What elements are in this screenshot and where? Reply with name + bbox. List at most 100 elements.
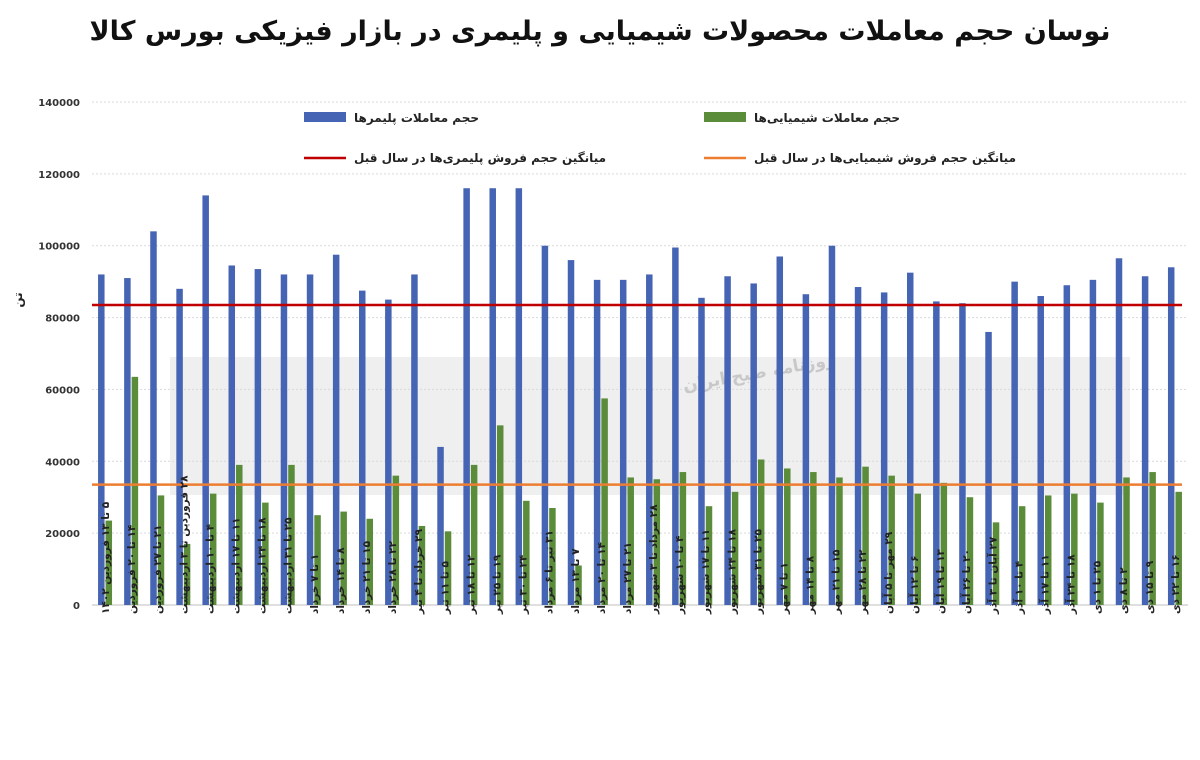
bar-polymers: [306, 274, 314, 605]
bar-chemicals: [1123, 477, 1130, 605]
bar-polymers: [854, 287, 862, 605]
bar-polymers: [802, 294, 810, 605]
y-tick-label: 20000: [45, 529, 80, 540]
bar-chemicals: [601, 398, 608, 605]
legend-ref-polymers: میانگین حجم فروش پلیمری‌ها در سال قبل: [304, 151, 606, 166]
bar-chemicals: [836, 477, 843, 605]
legend-ref-chemicals: میانگین حجم فروش شیمیایی‌ها در سال قبل: [704, 151, 1016, 166]
bar-polymers: [1089, 279, 1097, 605]
legend-label: میانگین حجم فروش شیمیایی‌ها در سال قبل: [754, 151, 1016, 166]
bar-polymers: [1011, 281, 1018, 605]
x-tick-label: ۱۳ تا ۱۹ آبان: [934, 548, 947, 614]
bar-polymers: [437, 446, 444, 605]
x-tick-label: ۸ تا ۱۴ مهر: [805, 555, 817, 615]
bar-chemicals: [966, 497, 974, 605]
bar-polymers: [176, 288, 183, 605]
bar-chemicals: [340, 511, 347, 605]
bar-polymers: [1115, 258, 1123, 605]
bar-chemicals: [236, 464, 243, 605]
bar-polymers: [750, 283, 757, 605]
bar-polymers: [776, 256, 784, 605]
bar-polymers: [385, 299, 392, 605]
x-tick-label: ۸ تا ۱۴ خرداد: [335, 547, 347, 614]
x-tick-label: ۲۵ تا ۱ دی: [1092, 560, 1104, 614]
bar-polymers: [698, 297, 705, 605]
legend-polymers: حجم معاملات پلیمرها: [304, 111, 479, 125]
y-tick-label: 0: [73, 601, 80, 612]
legend-swatch: [304, 112, 346, 122]
x-tick-label: ۲۰ تا ۲۶ آبان: [960, 549, 973, 614]
y-tick-label: 80000: [45, 314, 80, 325]
bar-polymers: [359, 290, 366, 605]
bar-chemicals: [392, 475, 400, 605]
x-tick-label: ۱۱ تا ۱۷ شهریور: [700, 529, 712, 615]
bar-chemicals: [183, 543, 191, 605]
bar-chemicals: [992, 522, 1000, 605]
x-tick-label: ۶ تا ۱۲ آبان: [908, 555, 921, 614]
x-tick-label: ۳۱ تیر تا ۶ مرداد: [544, 530, 556, 614]
bar-polymers: [254, 269, 262, 605]
bar-chemicals: [1097, 502, 1104, 605]
bar-polymers: [411, 274, 418, 605]
bar-chemicals: [862, 466, 869, 605]
x-tick-label: ۱۵ تا ۲۱ خرداد: [361, 540, 373, 614]
x-tick-label: ۲ تا ۸ دی: [1118, 567, 1130, 614]
bar-chemicals: [757, 459, 765, 605]
legend-label: میانگین حجم فروش پلیمری‌ها در سال قبل: [354, 151, 606, 166]
x-tick-label: ۴ تا ۱۰ شهریور: [674, 535, 686, 615]
x-tick-label: ۲۱ تا ۲۷ مرداد: [622, 542, 634, 614]
bar-chemicals: [549, 507, 556, 605]
x-tick-label: ۱۸ تا ۲۴ شهریور: [726, 529, 738, 615]
bar-polymers: [959, 303, 966, 605]
x-tick-label: ۱۸ تا ۲۴ اردیبهشت: [257, 517, 269, 614]
x-tick-label: ۵ تا ۱۳ فروردین ۱۴۰۲: [100, 501, 112, 614]
bar-polymers: [985, 331, 992, 605]
legend: حجم معاملات پلیمرها حجم معاملات شیمیایی‌ه…: [304, 111, 1016, 166]
bar-chemicals: [1071, 493, 1078, 605]
x-tick-label: ۲۴ تا ۳۰ تیر: [518, 554, 530, 615]
x-tick-label: ۲۹ مهر تا ۵ آبان: [882, 531, 895, 614]
bar-polymers: [98, 274, 105, 605]
x-tick-label: ۲۵ تا ۳۱ شهریور: [752, 529, 764, 615]
y-tick-label: 60000: [45, 385, 80, 396]
bar-chemicals: [523, 500, 530, 605]
x-tick-label: ۴ تا ۱۰ آذر: [1012, 560, 1025, 615]
bar-chemicals: [784, 468, 791, 605]
x-tick-label: ۱۱ تا ۱۷ اردیبهشت: [231, 517, 243, 614]
x-tick-label: ۱۱ تا ۱۷ آذر: [1038, 554, 1051, 615]
x-tick-label: ۲۹ خرداد تا ۴ تیر: [413, 528, 425, 615]
legend-swatch: [704, 112, 746, 122]
bar-chemicals: [418, 525, 426, 605]
bar-polymers: [515, 188, 523, 605]
x-tick-label: ۲۸ فروردین تا ۳ اردیبهشت: [178, 475, 190, 614]
legend-chemicals: حجم معاملات شیمیایی‌ها: [704, 111, 900, 125]
x-tick-label: ۲۱ تا ۲۷ فروردین: [152, 525, 164, 614]
y-tick-label: 120000: [38, 170, 80, 181]
bar-polymers: [202, 195, 209, 605]
x-tick-label: ۱۲ تا ۱۸ تیر: [465, 554, 477, 615]
x-axis-labels: ۵ تا ۱۳ فروردین ۱۴۰۲ ۱۴ تا ۲۰ فروردین ۲۱ ت…: [100, 475, 1182, 615]
x-tick-label: ۲۲ تا ۲۸ خرداد: [387, 540, 399, 614]
bar-polymers: [724, 276, 731, 605]
bar-polymers: [619, 279, 627, 605]
bar-chemicals: [810, 472, 817, 605]
bar-chemicals: [105, 520, 113, 605]
x-tick-label: ۷ تا ۱۳ مرداد: [570, 548, 582, 614]
bar-chemicals: [705, 506, 713, 605]
bar-polymers: [933, 301, 940, 605]
bar-polymers: [567, 260, 575, 605]
bar-chemicals: [444, 531, 452, 605]
x-tick-label: ۲۵ تا ۳۱ اردیبهشت: [283, 517, 295, 614]
bar-polymers: [1167, 267, 1175, 605]
bar-chemicals: [627, 477, 634, 605]
x-tick-label: ۱۶ تا ۲۲ دی: [1170, 554, 1182, 614]
x-tick-label: ۱۸ تا ۲۴ آذر: [1065, 554, 1078, 615]
bar-polymers: [1037, 296, 1044, 605]
x-tick-label: ۴ تا ۱۰ اردیبهشت: [204, 523, 216, 614]
bar-chemicals: [314, 515, 321, 605]
x-tick-label: ۱۴ تا ۲۰ مرداد: [596, 541, 608, 614]
x-tick-label: ۵ تا ۱۱ تیر: [439, 561, 451, 615]
bar-polymers: [1063, 285, 1071, 605]
bar-chemicals: [157, 495, 165, 605]
